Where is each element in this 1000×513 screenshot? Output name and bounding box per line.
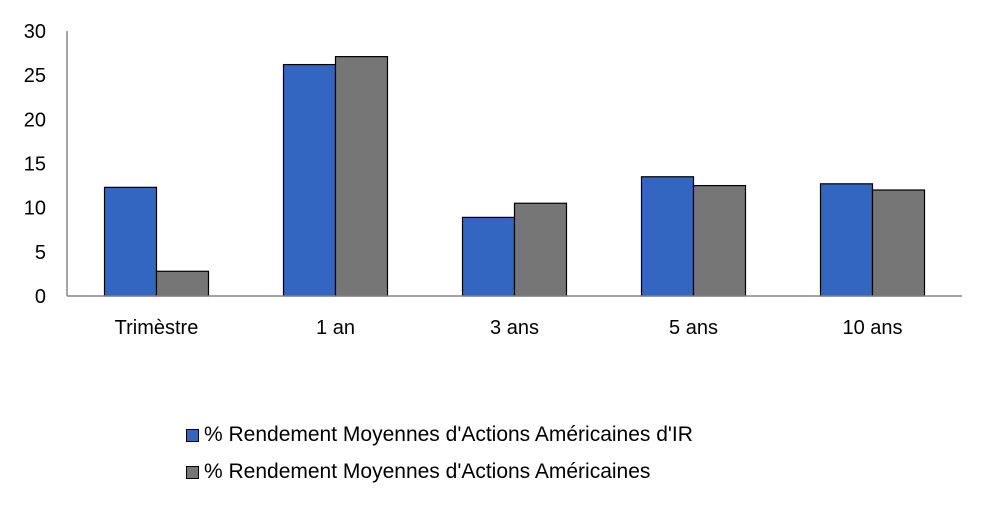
bar-chart-plot: 0 5 10 15 20 25 30 Trimèstre 1 an 3 ans 5 ans 10 an… [24, 21, 962, 339]
bar-series-1 [819, 183, 874, 297]
legend-label-series-1: % Rendement Moyennes d'Actions Américain… [204, 423, 693, 446]
legend-swatch-series-2 [186, 465, 199, 479]
bar-series-2 [871, 189, 926, 297]
bar-series-2 [513, 202, 568, 297]
y-tick-label: 15 [24, 154, 46, 176]
x-tick-label: Trimèstre [115, 317, 199, 339]
legend: % Rendement Moyennes d'Actions Américain… [186, 423, 693, 498]
bar-series-1 [640, 176, 695, 297]
y-tick-label: 25 [24, 65, 46, 87]
y-tick-label: 5 [35, 242, 46, 264]
bar-series-1 [103, 186, 158, 297]
y-tick-label: 20 [24, 109, 46, 131]
legend-item-series-1: % Rendement Moyennes d'Actions Américain… [186, 423, 693, 446]
y-tick-label: 0 [35, 286, 46, 308]
bar-series-2 [692, 184, 747, 297]
legend-swatch-series-1 [186, 428, 199, 442]
bar-series-2 [334, 56, 389, 297]
bar-series-2 [155, 270, 210, 297]
bar-series-1 [461, 216, 516, 297]
y-tick-label: 10 [24, 198, 46, 220]
x-tick-label: 5 ans [669, 317, 718, 339]
x-tick-label: 10 ans [842, 317, 902, 339]
x-tick-label: 3 ans [490, 317, 539, 339]
legend-item-series-2: % Rendement Moyennes d'Actions Américain… [186, 460, 693, 483]
x-tick-label: 1 an [316, 317, 355, 339]
legend-label-series-2: % Rendement Moyennes d'Actions Américain… [204, 460, 651, 483]
y-tick-label: 30 [24, 21, 46, 43]
bar-series-1 [282, 63, 337, 297]
